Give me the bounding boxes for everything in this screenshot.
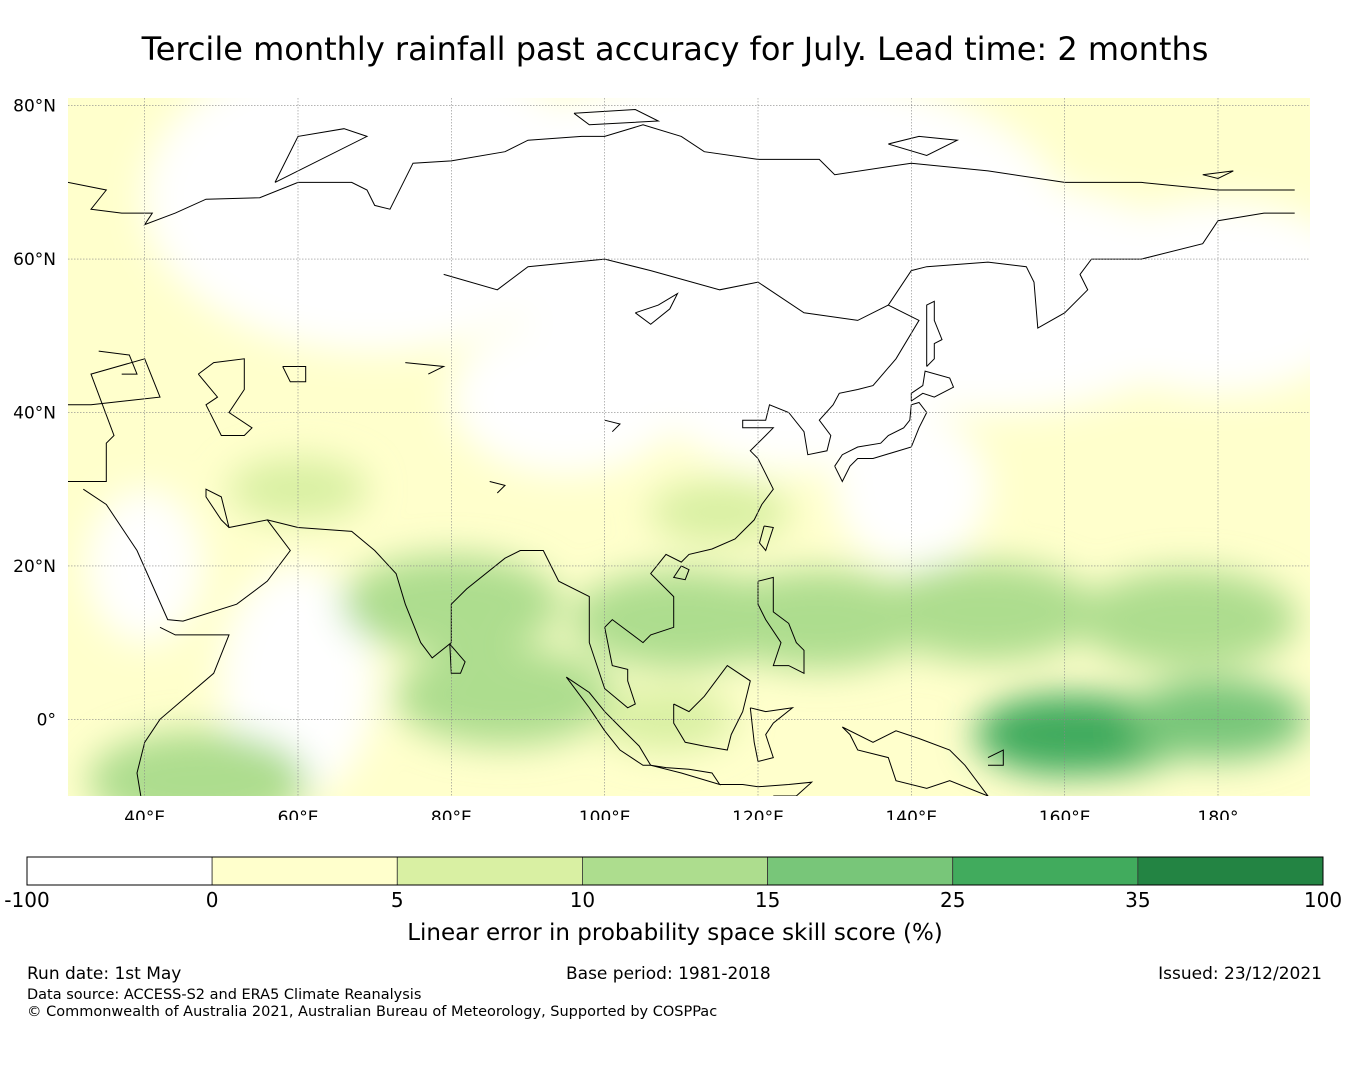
longitude-tick-label: 160°E xyxy=(1039,808,1091,820)
coastline xyxy=(604,419,621,433)
longitude-tick-label: 80°E xyxy=(431,808,472,820)
coastline xyxy=(749,707,795,763)
base-period: Base period: 1981-2018 xyxy=(566,964,771,984)
latitude-tick-label: 60°N xyxy=(13,250,56,270)
coastline xyxy=(136,626,230,796)
colorbar-tick-label: -100 xyxy=(4,888,49,912)
coastline xyxy=(719,781,814,796)
coastline xyxy=(757,576,805,675)
coastline xyxy=(1202,170,1234,180)
coastline xyxy=(573,108,661,126)
latitude-tick-label: 0° xyxy=(37,710,56,730)
coastline xyxy=(197,358,253,436)
colorbar-segment xyxy=(211,856,398,886)
coastline xyxy=(68,124,1295,226)
colorbar-tick-label: 25 xyxy=(940,888,965,912)
coastline xyxy=(841,726,989,796)
page-title: Tercile monthly rainfall past accuracy f… xyxy=(141,30,1209,68)
colorbar-tick-label: 5 xyxy=(391,888,404,912)
coastline xyxy=(489,481,506,494)
colorbar-segment xyxy=(1137,856,1324,886)
coastline xyxy=(910,370,955,402)
coastline xyxy=(987,749,1004,766)
high-skill-area xyxy=(649,480,790,544)
longitude-tick-label: 140°E xyxy=(885,808,937,820)
latitude-labels: 80°N 60°N 40°N 20°N 0° xyxy=(13,97,56,731)
skill-map: 80°N 60°N 40°N 20°N 0° 40°E 60°E 80°E 100°E 120°… xyxy=(13,97,1310,820)
colorbar-segment xyxy=(767,856,954,886)
coastline xyxy=(635,292,679,325)
high-skill-area xyxy=(1077,570,1298,670)
longitude-labels: 40°E 60°E 80°E 100°E 120°E 140°E 160°E 180° xyxy=(124,808,1238,820)
low-skill-area xyxy=(450,320,682,475)
colorbar-segment xyxy=(26,856,213,886)
coastline xyxy=(405,362,446,375)
coastline xyxy=(98,350,138,375)
longitude-tick-label: 40°E xyxy=(124,808,165,820)
data-source: Data source: ACCESS-S2 and ERA5 Climate … xyxy=(27,987,422,1003)
high-skill-area xyxy=(395,646,615,746)
graticule xyxy=(68,98,1310,796)
colorbar-segment xyxy=(952,856,1139,886)
colorbar-tick-label: 15 xyxy=(755,888,780,912)
low-skill-area xyxy=(259,105,567,183)
latitude-tick-label: 20°N xyxy=(13,557,56,577)
run-date: Run date: 1st May xyxy=(27,964,182,984)
coastline xyxy=(673,664,751,751)
coastline xyxy=(68,358,161,482)
coastline xyxy=(274,128,369,183)
colorbar-tick-label: 35 xyxy=(1125,888,1150,912)
coastline xyxy=(834,401,928,483)
latitude-tick-label: 40°N xyxy=(13,403,56,423)
longitude-tick-label: 60°E xyxy=(278,808,319,820)
coastline xyxy=(888,135,960,157)
longitude-tick-label: 180° xyxy=(1198,808,1239,820)
colorbar-tick-label: 0 xyxy=(206,888,219,912)
coastline xyxy=(443,258,889,321)
low-skill-area xyxy=(86,488,203,643)
colorbar-segment xyxy=(396,856,583,886)
coastline xyxy=(449,643,466,674)
colorbar-segment xyxy=(582,856,768,886)
coastline xyxy=(650,764,721,786)
colorbar-tick-label: 100 xyxy=(1304,888,1342,912)
high-skill-area xyxy=(709,570,930,670)
copyright: © Commonwealth of Australia 2021, Austra… xyxy=(27,1004,718,1020)
issued-date: Issued: 23/12/2021 xyxy=(1158,964,1322,984)
coastline xyxy=(672,565,690,581)
coastline xyxy=(267,212,1295,709)
longitude-tick-label: 100°E xyxy=(579,808,631,820)
longitude-tick-label: 120°E xyxy=(732,808,784,820)
high-skill-area xyxy=(878,562,1098,662)
low-skill-area xyxy=(1064,201,1310,394)
colorbar-label: Linear error in probability space skill … xyxy=(407,920,943,946)
coastline xyxy=(926,300,943,367)
coastline xyxy=(758,525,774,552)
coastlines xyxy=(68,108,1295,796)
coastline xyxy=(83,488,291,622)
latitude-tick-label: 80°N xyxy=(13,97,56,117)
colorbar-tick-label: 10 xyxy=(570,888,595,912)
